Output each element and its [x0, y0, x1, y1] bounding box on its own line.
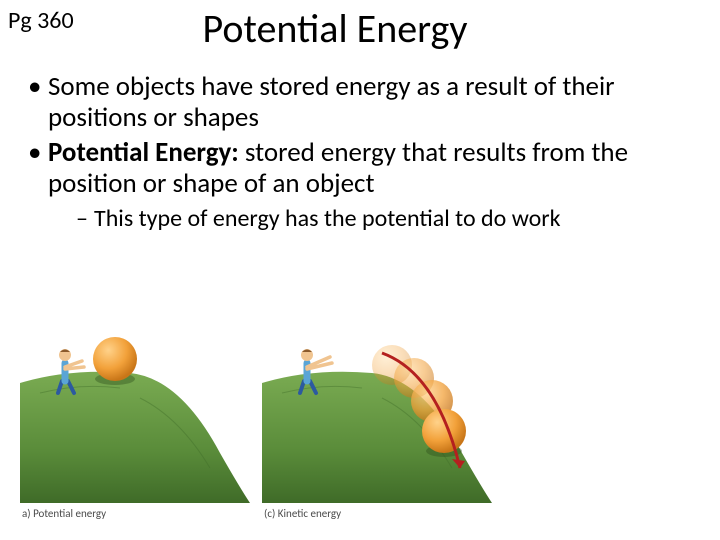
figure-caption: a) Potential energy [20, 507, 250, 520]
bullet-bold-prefix: Potential Energy: [48, 136, 245, 169]
figure-kinetic-energy: (c) Kinetic energy [262, 323, 492, 520]
sub-bullet-list: This type of energy has the potential to… [48, 199, 708, 234]
bullet-list: Some objects have stored energy as a res… [0, 53, 720, 234]
bullet-item: Some objects have stored energy as a res… [28, 71, 708, 133]
figure-row: a) Potential energy [20, 323, 492, 520]
figure-caption: (c) Kinetic energy [262, 507, 492, 520]
page-reference: Pg 360 [8, 6, 74, 35]
bullet-text: Some objects have stored energy as a res… [48, 70, 615, 134]
bullet-item: Potential Energy: stored energy that res… [28, 137, 708, 234]
slide-title: Potential Energy [0, 0, 720, 53]
sub-bullet-item: This type of energy has the potential to… [76, 205, 708, 234]
figure-potential-energy: a) Potential energy [20, 323, 250, 520]
kinetic-energy-illustration [262, 323, 492, 503]
potential-energy-illustration [20, 323, 250, 503]
